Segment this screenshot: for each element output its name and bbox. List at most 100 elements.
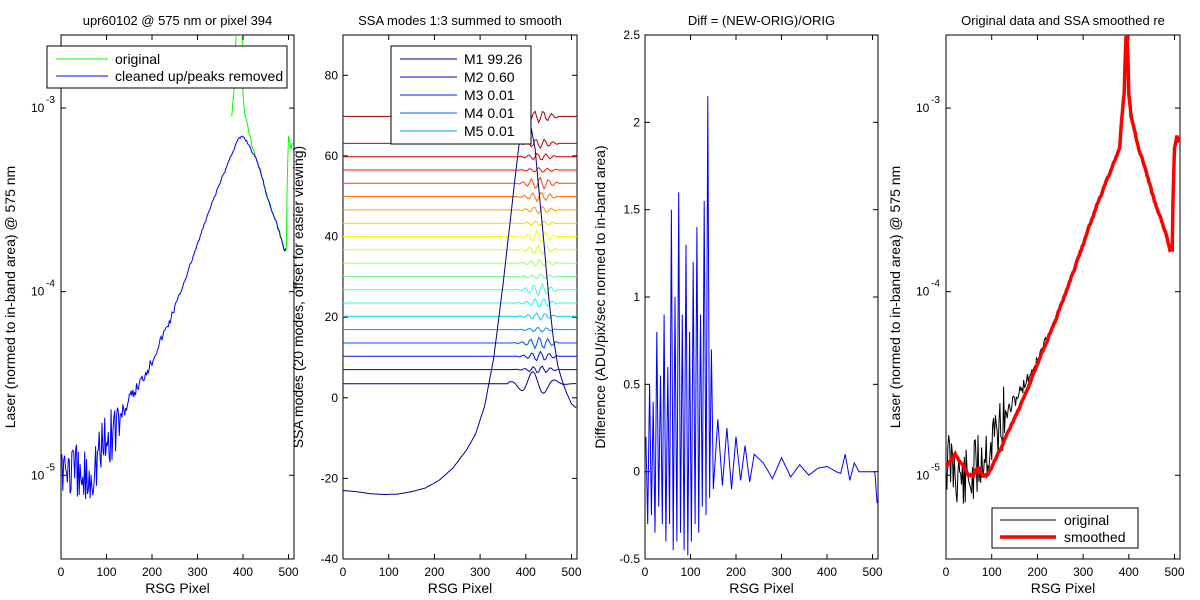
y-tick-label-exp: -3 bbox=[46, 95, 55, 106]
legend-label: M3 0.01 bbox=[464, 87, 515, 103]
ssa-mode-line bbox=[343, 220, 577, 226]
y-tick-label: -40 bbox=[321, 552, 339, 566]
ssa-mode-line bbox=[343, 259, 577, 268]
x-tick-label: 400 bbox=[516, 565, 536, 579]
x-tick-label: 0 bbox=[58, 565, 65, 579]
y-tick-label: 40 bbox=[325, 230, 339, 244]
y-tick-label-base: 10 bbox=[916, 101, 930, 115]
x-tick-label: 100 bbox=[680, 565, 700, 579]
y-tick-label: 2 bbox=[633, 115, 640, 129]
diff-line bbox=[645, 96, 878, 556]
legend-label: original bbox=[115, 51, 160, 67]
y-tick-label: -0.5 bbox=[619, 552, 640, 566]
plot-frame bbox=[945, 34, 1181, 560]
legend: M1 99.26 M2 0.60 M3 0.01 M4 0.01 M5 0.01 bbox=[390, 45, 532, 145]
ssa-mode-line bbox=[343, 229, 577, 243]
plot-frame bbox=[60, 34, 295, 560]
chart-title: upr60102 @ 575 nm or pixel 394 bbox=[83, 13, 273, 28]
series-line-original bbox=[946, 35, 1180, 504]
legend-label: M4 0.01 bbox=[464, 105, 515, 121]
y-tick-label-exp: -5 bbox=[931, 462, 940, 473]
y-tick-label-base: 10 bbox=[31, 468, 45, 482]
x-tick-label: 500 bbox=[279, 565, 299, 579]
x-tick-label: 200 bbox=[424, 565, 444, 579]
y-tick-label: 1.5 bbox=[623, 203, 640, 217]
chart-title: Diff = (NEW-ORIG)/ORIG bbox=[688, 13, 835, 28]
y-axis-label: Laser (normed to in-band area) @ 575 nm bbox=[887, 166, 903, 428]
x-tick-label: 100 bbox=[379, 565, 399, 579]
y-axis-label: Difference (ADU/pix/sec normed to in-ban… bbox=[592, 145, 608, 448]
series-line-smoothed bbox=[946, 35, 1180, 479]
x-tick-label: 200 bbox=[142, 565, 162, 579]
y-tick-label: 2.5 bbox=[623, 28, 640, 42]
ssa-mode-line bbox=[343, 152, 577, 161]
y-tick-label: 1 bbox=[633, 290, 640, 304]
y-tick-label: 0.5 bbox=[623, 377, 640, 391]
y-tick-label-exp: -4 bbox=[46, 279, 55, 290]
x-tick-label: 400 bbox=[233, 565, 253, 579]
y-tick-label-base: 10 bbox=[31, 101, 45, 115]
panel-2: 0 100 200 300 400 500 -40 -20 0 20 40 60 80 SSA modes… bbox=[290, 13, 582, 596]
x-axis-label: RSG Pixel bbox=[428, 580, 493, 596]
y-tick-label-base: 10 bbox=[916, 468, 930, 482]
ssa-mode-line bbox=[343, 166, 577, 173]
plot-frame bbox=[342, 34, 578, 560]
x-tick-label: 100 bbox=[982, 565, 1002, 579]
x-tick-label: 200 bbox=[726, 565, 746, 579]
legend-label: M2 0.60 bbox=[464, 69, 515, 85]
y-tick-label: 0 bbox=[633, 465, 640, 479]
y-tick-label: 20 bbox=[325, 310, 339, 324]
x-tick-label: 400 bbox=[1119, 565, 1139, 579]
ssa-mode-line bbox=[343, 371, 577, 394]
ssa-mode-line bbox=[343, 205, 577, 215]
ssa-mode-line bbox=[343, 191, 577, 203]
legend-label: smoothed bbox=[1064, 529, 1125, 545]
legend-label: M1 99.26 bbox=[464, 51, 523, 67]
legend-box bbox=[991, 507, 1139, 549]
chart-title: Original data and SSA smoothed re bbox=[961, 13, 1165, 28]
y-tick-label-exp: -3 bbox=[931, 95, 940, 106]
x-tick-label: 400 bbox=[817, 565, 837, 579]
y-tick-label-exp: -4 bbox=[931, 279, 940, 290]
x-tick-label: 500 bbox=[1165, 565, 1185, 579]
x-tick-label: 300 bbox=[188, 565, 208, 579]
legend-label: original bbox=[1064, 512, 1109, 528]
ssa-mode-line bbox=[343, 312, 577, 321]
ssa-mode-line bbox=[343, 350, 577, 362]
x-tick-label: 500 bbox=[863, 565, 883, 579]
x-tick-label: 200 bbox=[1027, 565, 1047, 579]
x-axis-label: RSG Pixel bbox=[1031, 580, 1096, 596]
chart-title: SSA modes 1:3 summed to smooth bbox=[358, 13, 562, 28]
legend-label: M5 0.01 bbox=[464, 123, 515, 139]
y-tick-label: 80 bbox=[325, 68, 339, 82]
ssa-mode-line bbox=[343, 273, 577, 280]
x-tick-label: 0 bbox=[340, 565, 347, 579]
x-tick-label: 300 bbox=[772, 565, 792, 579]
x-axis-label: RSG Pixel bbox=[145, 580, 210, 596]
y-tick-label-exp: -5 bbox=[46, 462, 55, 473]
ssa-mode-line bbox=[343, 282, 577, 297]
legend-label: cleaned up/peaks removed bbox=[115, 68, 283, 84]
x-tick-label: 100 bbox=[96, 565, 116, 579]
y-tick-label-base: 10 bbox=[31, 285, 45, 299]
x-tick-label: 300 bbox=[470, 565, 490, 579]
x-tick-label: 0 bbox=[943, 565, 950, 579]
y-axis-label: Laser (normed to in-band area) @ 575 nm bbox=[2, 166, 18, 428]
ssa-mode-line bbox=[343, 297, 577, 308]
series-line-cleaned bbox=[61, 135, 287, 500]
x-tick-label: 500 bbox=[562, 565, 582, 579]
ssa-mode-line bbox=[343, 365, 577, 374]
ssa-mode-line bbox=[343, 336, 577, 350]
y-tick-label: 0 bbox=[331, 391, 338, 405]
y-tick-label: -20 bbox=[321, 471, 339, 485]
legend-box bbox=[46, 45, 288, 89]
x-tick-label: 300 bbox=[1073, 565, 1093, 579]
ssa-mode1-line bbox=[343, 114, 577, 495]
y-tick-label-base: 10 bbox=[916, 285, 930, 299]
